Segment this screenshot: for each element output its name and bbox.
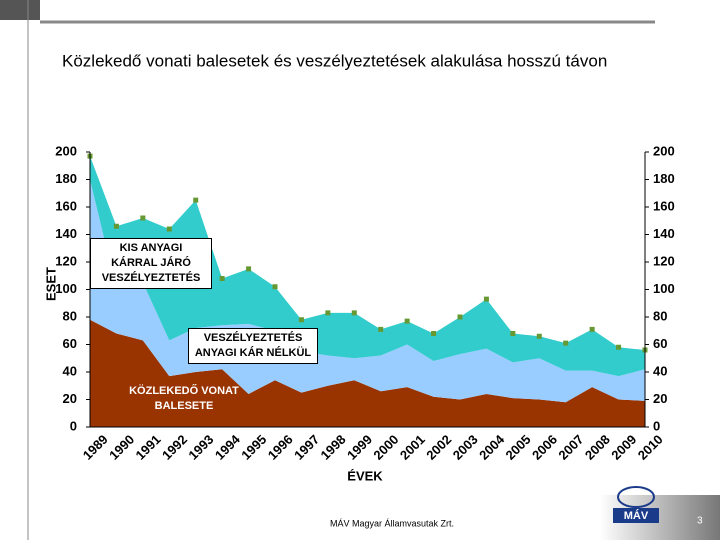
x-tick-label: 2004 [476, 431, 508, 463]
y-tick-label: 200 [55, 143, 77, 158]
x-tick-label: 2007 [555, 432, 586, 463]
y2-tick-label: 0 [653, 418, 660, 433]
marker [351, 310, 357, 316]
y2-tick-label: 100 [653, 281, 675, 296]
marker [246, 266, 252, 272]
y-tick-label: 100 [55, 281, 77, 296]
marker [325, 310, 331, 316]
title: Közlekedő vonati balesetek és veszélyezt… [62, 51, 607, 70]
marker [510, 331, 516, 336]
x-tick-label: 2010 [635, 432, 666, 463]
x-tick-label: 1997 [291, 432, 322, 463]
y-tick-label: 160 [55, 198, 77, 213]
marker [140, 215, 146, 221]
marker [536, 333, 542, 339]
x-tick-label: 2005 [503, 432, 534, 463]
y-axis-label: ESET [43, 267, 58, 301]
y-tick-label: 60 [63, 336, 77, 351]
y-tick-label: 120 [55, 253, 77, 268]
area [90, 319, 645, 427]
corner-block [0, 0, 40, 20]
x-tick-label: 2009 [608, 432, 639, 463]
x-axis-label: ÉVEK [347, 468, 383, 483]
y-tick-label: 0 [70, 418, 77, 433]
y-tick-label: 140 [55, 226, 77, 241]
marker [166, 226, 172, 232]
x-tick-label: 1993 [185, 432, 216, 463]
marker [113, 223, 119, 229]
marker [298, 317, 304, 323]
marker [616, 344, 622, 350]
series-label: VESZÉLYEZTETÉS ANYAGI KÁR NÉLKÜL [188, 328, 318, 364]
marker [563, 340, 569, 346]
x-tick-label: 2003 [450, 432, 481, 463]
y-tick-label: 20 [63, 391, 77, 406]
x-tick-label: 2001 [397, 432, 428, 463]
footer-company: MÁV Magyar Államvasutak Zrt. [330, 518, 454, 528]
x-tick-label: 1989 [80, 432, 111, 463]
x-tick-label: 1999 [344, 432, 375, 463]
y-tick-label: 180 [55, 171, 77, 186]
y-tick-label: 80 [63, 308, 77, 323]
y2-tick-label: 200 [653, 143, 675, 158]
marker [193, 197, 199, 203]
marker [219, 276, 225, 281]
x-tick-label: 1996 [265, 432, 296, 463]
x-tick-label: 1990 [106, 432, 137, 463]
marker [457, 314, 463, 320]
logo-box [613, 508, 659, 523]
marker [378, 326, 384, 332]
x-tick-label: 1992 [159, 432, 190, 463]
x-tick-label: 2008 [582, 432, 613, 463]
x-tick-label: 1994 [212, 431, 244, 463]
area [90, 156, 645, 377]
x-tick-label: 2000 [370, 432, 401, 463]
y2-tick-label: 20 [653, 391, 667, 406]
y2-tick-label: 60 [653, 336, 667, 351]
x-tick-label: 1998 [318, 432, 349, 463]
x-tick-label: 1995 [238, 432, 269, 463]
marker [404, 318, 410, 324]
marker [272, 284, 278, 290]
y2-tick-label: 40 [653, 363, 667, 378]
y2-tick-label: 160 [653, 198, 675, 213]
y2-tick-label: 80 [653, 308, 667, 323]
logo-mark [617, 486, 655, 508]
y-tick-label: 40 [63, 363, 77, 378]
x-tick-label: 1991 [133, 432, 164, 463]
y2-tick-label: 120 [653, 253, 675, 268]
x-tick-label: 2006 [529, 432, 560, 463]
x-tick-label: 2002 [423, 432, 454, 463]
y2-tick-label: 180 [653, 171, 675, 186]
series-label: KIS ANYAGI KÁRRAL JÁRÓ VESZÉLYEZTETÉS [90, 238, 212, 289]
marker [483, 296, 489, 302]
marker [589, 326, 595, 332]
series-label: KÖZLEKEDŐ VONAT BALESETE [129, 385, 239, 412]
y2-tick-label: 140 [653, 226, 675, 241]
page-number: 3 [697, 516, 703, 527]
marker [431, 331, 437, 336]
logo-text: MÁV [624, 509, 649, 522]
